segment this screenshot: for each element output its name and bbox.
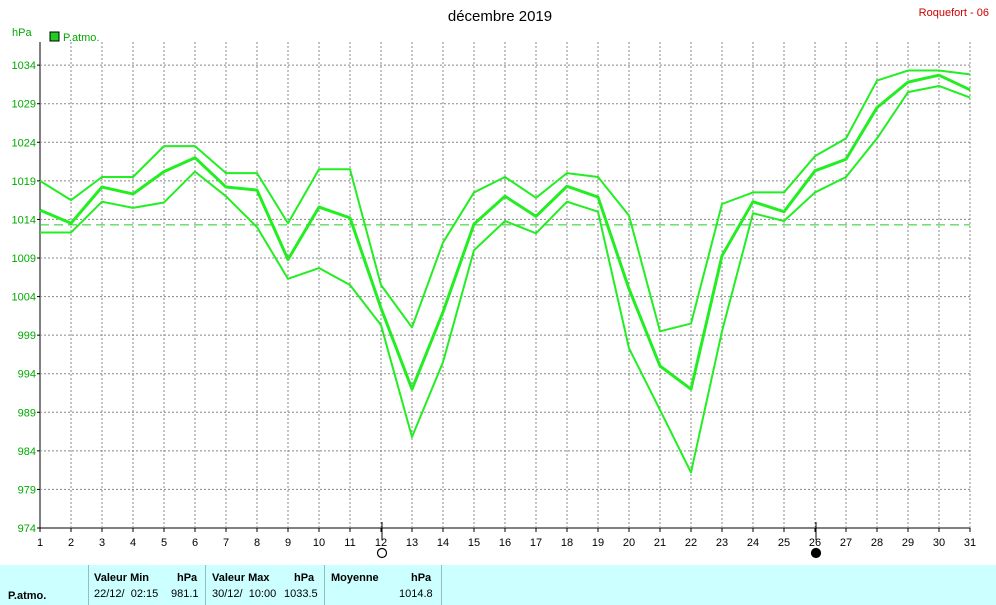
x-axis: 1 2 3 4 5 6 7 8 9 10 11 12 13 14 15 16 17 18 19 20 21 22 23 24 2…: [37, 528, 976, 549]
x-tick-label: 4: [130, 537, 136, 549]
x-tick-label: 26: [809, 537, 821, 549]
x-tick-label: 22: [685, 537, 697, 549]
y-tick-label: 1004: [12, 292, 36, 304]
x-tick-label: 5: [161, 537, 167, 549]
x-tick-label: 1: [37, 537, 43, 549]
min-title: Valeur Min: [94, 572, 150, 584]
x-tick-label: 10: [313, 537, 325, 549]
x-tick-label: 17: [530, 537, 542, 549]
stats-footer: P.atmo. Valeur Min hPa 22/12/ 02:15 981.…: [0, 565, 996, 605]
full-moon-icon: [376, 547, 388, 559]
x-tick-label: 16: [499, 537, 511, 549]
series-line-min: [40, 84, 971, 474]
x-tick-label: 3: [99, 537, 105, 549]
station-name: Roquefort - 06: [919, 7, 989, 19]
legend-label: P.atmo.: [63, 32, 100, 44]
y-tick-label: 989: [18, 407, 36, 419]
y-tick-label: 974: [18, 523, 36, 535]
x-tick-label: 23: [716, 537, 728, 549]
legend-swatch: [49, 31, 60, 42]
max-title: Valeur Max: [212, 572, 270, 584]
mean-cell: Moyenne hPa 1014.8: [325, 565, 442, 605]
x-tick-label: 6: [192, 537, 198, 549]
moon-phases: [376, 522, 822, 559]
series-group: [39, 69, 971, 474]
y-tick-label: 1014: [12, 214, 36, 226]
pressure-chart: décembre 2019 Roquefort - 06 hPa P.atmo.…: [12, 7, 989, 559]
x-tick-label: 30: [933, 537, 945, 549]
y-tick-label: 1034: [12, 60, 36, 72]
y-tick-label: 999: [18, 330, 36, 342]
x-tick-label: 13: [406, 537, 418, 549]
x-tick-label: 8: [254, 537, 260, 549]
mean-title: Moyenne: [331, 572, 379, 584]
x-tick-label: 19: [592, 537, 604, 549]
x-tick-label: 29: [902, 537, 914, 549]
x-tick-label: 18: [561, 537, 573, 549]
x-tick-label: 21: [654, 537, 666, 549]
x-tick-label: 27: [840, 537, 852, 549]
x-tick-label: 9: [285, 537, 291, 549]
y-tick-label: 984: [18, 446, 36, 458]
mean-value: 1014.8: [399, 588, 433, 600]
max-cell: Valeur Max hPa 30/12/ 10:00 1033.5: [206, 565, 325, 605]
series-line-mean: [39, 73, 971, 391]
min-unit: hPa: [177, 572, 198, 584]
x-tick-label: 12: [375, 537, 387, 549]
x-tick-label: 25: [778, 537, 790, 549]
y-unit-label: hPa: [12, 27, 32, 39]
x-tick-label: 14: [437, 537, 449, 549]
max-value: 1033.5: [284, 588, 318, 600]
y-tick-label: 1019: [12, 176, 36, 188]
max-date: 30/12/ 10:00: [212, 588, 277, 600]
series-line-max: [39, 69, 971, 333]
x-tick-label: 15: [468, 537, 480, 549]
min-date: 22/12/ 02:15: [94, 588, 159, 600]
mean-unit: hPa: [411, 572, 432, 584]
y-tick-label: 1029: [12, 99, 36, 111]
y-axis: 974 979 984 989 994 999 1004 1009 1014 1019 1024 10…: [12, 60, 40, 535]
x-tick-label: 20: [623, 537, 635, 549]
x-tick-label: 31: [964, 537, 976, 549]
y-tick-label: 994: [18, 369, 36, 381]
y-tick-label: 1009: [12, 253, 36, 265]
min-value: 981.1: [171, 588, 199, 600]
max-unit: hPa: [294, 572, 315, 584]
new-moon-icon: [810, 547, 822, 559]
x-tick-label: 24: [747, 537, 759, 549]
x-tick-label: 2: [68, 537, 74, 549]
grid: [39, 42, 971, 529]
x-tick-label: 7: [223, 537, 229, 549]
stats-label-cell: P.atmo.: [0, 565, 89, 605]
min-cell: Valeur Min hPa 22/12/ 02:15 981.1: [89, 565, 206, 605]
x-tick-label: 28: [871, 537, 883, 549]
y-tick-label: 1024: [12, 137, 36, 149]
stats-series-label: P.atmo.: [8, 590, 47, 602]
chart-title: décembre 2019: [448, 8, 552, 25]
x-tick-label: 11: [344, 537, 355, 549]
y-tick-label: 979: [18, 484, 36, 496]
